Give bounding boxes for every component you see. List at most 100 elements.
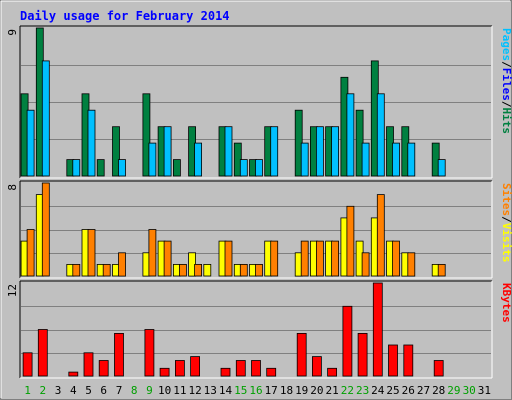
bar-files-day-28 xyxy=(437,159,446,177)
legend-entry: Visits xyxy=(500,223,512,263)
legend-entry: / xyxy=(500,101,512,108)
bar-sites-day-26 xyxy=(407,252,416,277)
x-tick-label: 21 xyxy=(325,384,338,397)
bar-kbytes-day-9 xyxy=(144,329,155,377)
x-tick-label: 3 xyxy=(55,384,62,397)
bar-sites-day-23 xyxy=(361,252,370,277)
x-tick-label: 25 xyxy=(386,384,399,397)
x-tick-label: 12 xyxy=(188,384,201,397)
x-tick-label: 2 xyxy=(39,384,46,397)
x-tick-label: 24 xyxy=(371,384,385,397)
bar-files-day-20 xyxy=(315,126,324,177)
legend-entry: / xyxy=(500,61,512,68)
series-legend: Pages/Files/Hits xyxy=(500,28,512,134)
x-tick-label: 11 xyxy=(173,384,186,397)
panel-kbytes: 12 KBytes xyxy=(6,280,512,379)
bar-kbytes-day-12 xyxy=(190,356,201,377)
bar-files-day-24 xyxy=(376,93,385,177)
bar-kbytes-day-24 xyxy=(372,282,383,377)
bar-kbytes-day-14 xyxy=(220,367,231,377)
bar-files-day-12 xyxy=(194,142,203,177)
bar-sites-day-5 xyxy=(87,229,96,277)
legend-entry: Files xyxy=(500,68,512,101)
bar-sites-day-6 xyxy=(102,263,111,277)
legend-entry: Sites xyxy=(500,183,512,216)
x-axis-labels: 1 2 3 4 5 6 7 8 9 10 11 12 13 14 15 16 17 18 19 20 21 22 23 24 2… xyxy=(24,384,491,397)
x-tick-label: 22 xyxy=(341,384,354,397)
panel-hits-files-pages: 9 Pages/Files/Hits xyxy=(6,25,512,179)
x-tick-label: 20 xyxy=(310,384,323,397)
bar-hits-day-6 xyxy=(96,159,105,177)
bar-kbytes-day-23 xyxy=(357,332,368,377)
bar-hits-day-7 xyxy=(112,126,120,177)
x-tick-label: 18 xyxy=(280,384,293,397)
bar-files-day-25 xyxy=(392,142,400,177)
x-tick-label: 6 xyxy=(100,384,107,397)
bar-kbytes-day-20 xyxy=(311,356,322,377)
x-tick-label: 5 xyxy=(85,384,92,397)
legend-entry: KBytes xyxy=(500,283,512,323)
bar-kbytes-day-28 xyxy=(433,360,444,377)
bar-files-day-10 xyxy=(163,126,172,177)
bar-kbytes-day-5 xyxy=(83,352,94,377)
bar-files-day-7 xyxy=(118,159,126,177)
bar-sites-day-9 xyxy=(148,229,157,277)
bar-sites-day-12 xyxy=(194,263,203,277)
bar-kbytes-day-25 xyxy=(388,344,398,377)
y-max-label: 9 xyxy=(6,29,19,36)
bar-kbytes-day-15 xyxy=(235,360,246,377)
legend-entry: / xyxy=(500,216,512,223)
x-tick-label: 30 xyxy=(463,384,476,397)
bar-kbytes-day-17 xyxy=(266,367,277,377)
bar-files-day-2 xyxy=(41,60,50,177)
bar-sites-day-16 xyxy=(255,263,263,277)
bar-files-day-9 xyxy=(148,142,157,177)
series-legend: Sites/Visits xyxy=(500,183,512,263)
bar-kbytes-day-2 xyxy=(37,329,48,377)
bar-visits-day-13 xyxy=(203,263,212,277)
bar-kbytes-day-4 xyxy=(68,371,79,377)
legend-entry: Pages xyxy=(500,28,512,61)
x-tick-label: 14 xyxy=(219,384,233,397)
bar-files-day-23 xyxy=(361,142,370,177)
bar-kbytes-day-7 xyxy=(114,332,124,377)
series-sites xyxy=(26,182,446,277)
bar-sites-day-17 xyxy=(270,240,279,277)
bar-kbytes-day-11 xyxy=(174,360,185,377)
bar-sites-day-10 xyxy=(163,240,172,277)
bar-sites-day-19 xyxy=(300,240,309,277)
x-tick-label: 29 xyxy=(447,384,460,397)
x-tick-label: 28 xyxy=(432,384,445,397)
bar-files-day-17 xyxy=(270,126,279,177)
bar-kbytes-day-16 xyxy=(251,360,261,377)
bar-sites-day-1 xyxy=(26,229,35,277)
bar-sites-day-20 xyxy=(315,240,324,277)
bar-sites-day-21 xyxy=(331,240,340,277)
x-tick-label: 13 xyxy=(204,384,217,397)
legend-entry: Hits xyxy=(500,108,512,135)
bar-files-day-22 xyxy=(346,93,355,177)
bar-sites-day-24 xyxy=(376,194,385,277)
x-tick-label: 16 xyxy=(249,384,262,397)
bar-hits-day-9 xyxy=(142,93,151,177)
bar-sites-day-14 xyxy=(224,240,233,277)
bar-kbytes-day-19 xyxy=(296,332,307,377)
bar-sites-day-2 xyxy=(41,182,50,277)
x-tick-label: 4 xyxy=(70,384,77,397)
bar-files-day-19 xyxy=(300,142,309,177)
bar-kbytes-day-10 xyxy=(159,367,170,377)
bar-sites-day-7 xyxy=(118,252,126,277)
series-legend: KBytes xyxy=(500,283,512,323)
bar-kbytes-day-1 xyxy=(22,352,33,377)
bar-files-day-15 xyxy=(239,159,248,177)
panel-visits-sites: 8 Sites/Visits xyxy=(6,180,512,279)
x-tick-label: 7 xyxy=(116,384,123,397)
x-tick-label: 8 xyxy=(131,384,138,397)
y-max-label: 8 xyxy=(6,184,19,191)
x-tick-label: 31 xyxy=(478,384,491,397)
bar-files-day-1 xyxy=(26,109,35,177)
chart-title: Daily usage for February 2014 xyxy=(20,9,230,23)
bar-sites-day-4 xyxy=(72,263,81,277)
